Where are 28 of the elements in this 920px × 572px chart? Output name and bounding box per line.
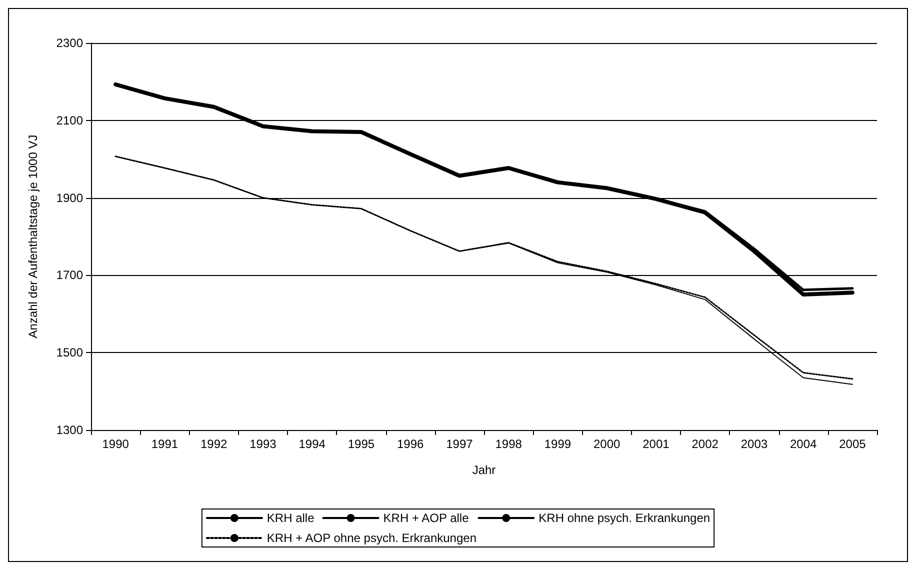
x-tick-label: 1998 [495,437,522,451]
x-tick-label: 1999 [544,437,572,451]
x-axis-title: Jahr [472,463,496,477]
x-tick-label: 1992 [200,437,228,451]
x-tick-label: 2005 [839,437,866,451]
y-tick-label: 1700 [56,268,84,282]
x-tick-label: 1994 [298,437,326,451]
x-tick-label: 1990 [102,437,130,451]
x-tick-label: 2001 [642,437,670,451]
y-tick-label: 2100 [56,113,84,128]
legend-label: KRH ohne psych. Erkrankungen [538,511,710,525]
legend-label: KRH + AOP alle [383,511,470,525]
x-tick-label: 2003 [740,437,768,451]
y-axis-title: Anzahl der Aufenthaltstage je 1000 VJ [26,134,40,338]
y-tick-label: 1900 [56,190,84,205]
y-tick-label: 1500 [56,346,84,360]
x-tick-label: 1996 [396,437,424,451]
x-tick-label: 2002 [692,437,719,451]
y-tick-label: 1300 [56,423,84,437]
legend-label: KRH + AOP ohne psych. Erkrankungen [266,531,477,545]
x-tick-label: 1993 [250,437,277,451]
legend-label: KRH alle [266,511,315,525]
x-tick-label: 1995 [348,437,375,451]
x-tick-label: 1997 [446,437,474,451]
x-tick-label: 1991 [151,437,178,451]
y-tick-label: 2300 [56,36,84,50]
x-tick-label: 2000 [593,437,620,451]
x-tick-label: 2004 [790,437,817,451]
